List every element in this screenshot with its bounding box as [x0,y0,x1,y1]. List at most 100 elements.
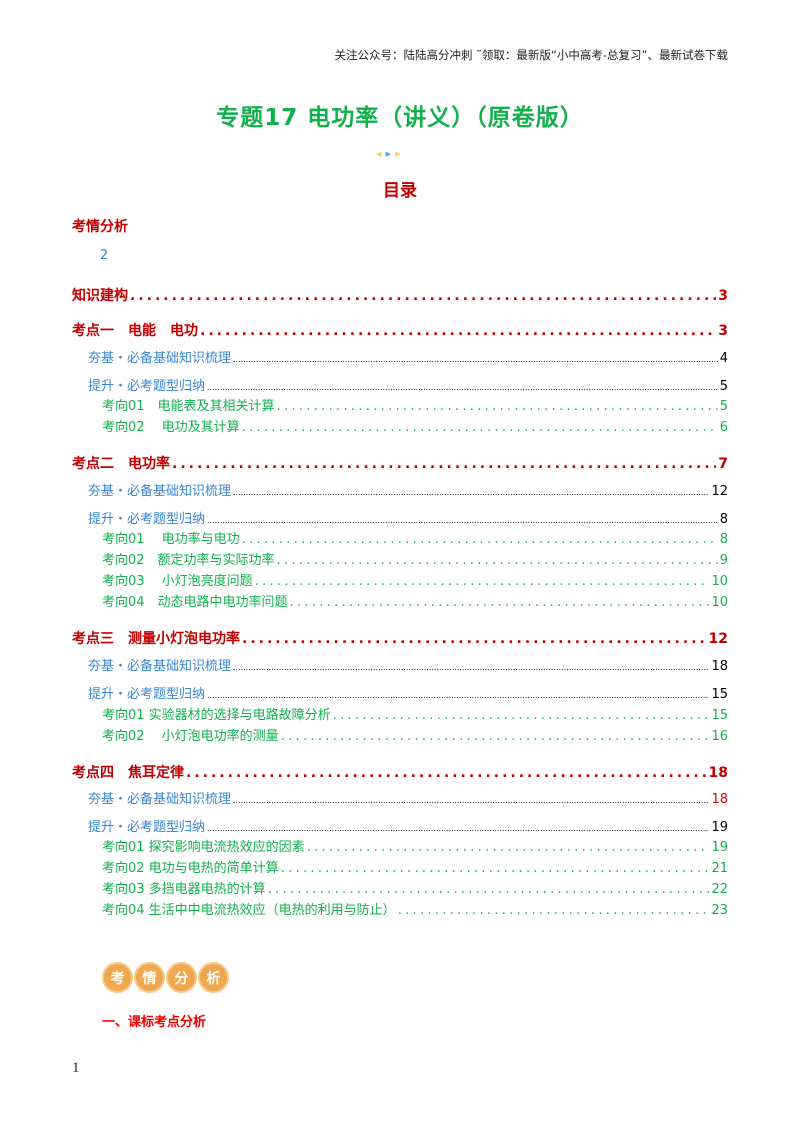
toc-page: 18 [711,792,728,807]
toc-page: 22 [711,882,728,897]
toc-page: 21 [711,861,728,876]
toc-item[interactable]: 考向01 电能表及其相关计算 5 [102,395,728,414]
toc-basics-k4[interactable]: 夯基・必备基础知识梳理 18 [88,788,728,807]
toc-label: 考点一 电能 电功 [72,323,198,339]
page-number: 1 [72,1060,80,1076]
toc-item[interactable]: 考向02 额定功率与实际功率 9 [102,549,728,568]
toc-item[interactable]: 考向04 动态电路中电功率问题 10 [102,591,728,610]
toc-leader [290,595,710,610]
toc-label: 考点四 焦耳定律 [72,765,184,781]
toc-item[interactable]: 考向01 实验器材的选择与电路故障分析 15 [102,704,728,723]
badge-char: 考 [102,962,133,993]
toc-leader [242,420,718,435]
toc-leader [242,532,718,547]
toc-label: 知识建构 [72,288,128,304]
toc-leader [200,323,716,339]
toc-label: 考点三 测量小灯泡电功率 [72,631,240,647]
toc-practice-k3[interactable]: 提升・必考题型归纳 15 [88,683,728,702]
toc-leader [281,729,710,744]
toc-leader [207,516,718,525]
toc-page: 3 [718,288,728,304]
toc-leader [233,796,709,805]
toc-label: 考点二 电功率 [72,456,170,472]
section-heading: 一、课标考点分析 [102,1015,207,1030]
toc-leader [277,399,718,414]
toc-topic-k1[interactable]: 考点一 电能 电功 3 [72,320,728,340]
toc-label: 夯基・必备基础知识梳理 [88,351,232,366]
toc-page: 9 [719,553,728,568]
toc-practice-k2[interactable]: 提升・必考题型归纳 8 [88,508,728,527]
toc-label: 提升・必考题型归纳 [88,379,206,394]
toc-leader [233,488,709,497]
toc-knowledge[interactable]: 知识建构 3 [72,285,728,305]
toc-item[interactable]: 考向04 生活中中电流热效应（电热的利用与防止） 23 [102,899,728,918]
toc-label: 考向02 小灯泡电功率的测量 [102,729,279,744]
toc-label: 考向01 电能表及其相关计算 [102,399,275,414]
toc-page: 19 [711,820,728,835]
toc-page: 12 [708,631,728,647]
toc-label: 考向01 实验器材的选择与电路故障分析 [102,708,331,723]
toc-page: 18 [711,659,728,674]
toc-leader [255,574,710,589]
toc-label: 考向01 电功率与电功 [102,532,240,547]
toc-label: 考向04 动态电路中电功率问题 [102,595,288,610]
toc-basics-k1[interactable]: 夯基・必备基础知识梳理 4 [88,347,728,366]
toc-label: 夯基・必备基础知识梳理 [88,792,232,807]
toc-label: 考向02 电功与电热的简单计算 [102,861,279,876]
arrow-decoration-icon: ◀ ▶ ▶ [376,150,402,158]
toc-label: 考向02 额定功率与实际功率 [102,553,275,568]
toc-label: 考向01 探究影响电流热效应的因素 [102,840,305,855]
analysis-badge: 考 情 分 析 [102,962,229,993]
toc-label: 提升・必考题型归纳 [88,820,206,835]
toc-page: 7 [718,456,728,472]
toc-page: 12 [711,484,728,499]
toc-page: 18 [708,765,728,781]
toc-page: 6 [719,420,728,435]
toc-practice-k4[interactable]: 提升・必考题型归纳 19 [88,816,728,835]
toc-leader [233,355,718,364]
toc-topic-k2[interactable]: 考点二 电功率 7 [72,453,728,473]
toc-page: 15 [711,687,728,702]
toc-leader [268,882,710,897]
toc-topic-k4[interactable]: 考点四 焦耳定律 18 [72,762,728,782]
toc-practice-k1[interactable]: 提升・必考题型归纳 5 [88,375,728,394]
toc-leader [186,765,707,781]
toc-leader [281,861,710,876]
toc-page: 19 [711,840,728,855]
toc-page: 8 [719,532,728,547]
toc-item[interactable]: 考向01 探究影响电流热效应的因素 19 [102,836,728,855]
toc-item[interactable]: 考向03 多挡电器电热的计算 22 [102,878,728,897]
toc-page: 16 [711,729,728,744]
toc-label: 考向03 多挡电器电热的计算 [102,882,266,897]
toc-page: 5 [719,379,728,394]
toc-item[interactable]: 考向02 电功及其计算 6 [102,416,728,435]
toc-page: 23 [711,903,728,918]
toc-analysis[interactable]: 考情分析 [72,219,128,235]
header-note: 关注公众号：陆陆高分冲刺 ˜领取：最新版“小中高考-总复习”、最新试卷下载 [334,48,728,62]
toc-title: 目录 [383,181,417,201]
toc-topic-k3[interactable]: 考点三 测量小灯泡电功率 12 [72,628,728,648]
toc-item[interactable]: 考向02 小灯泡电功率的测量 16 [102,725,728,744]
badge-char: 析 [198,962,229,993]
toc-item[interactable]: 考向02 电功与电热的简单计算 21 [102,857,728,876]
toc-basics-k2[interactable]: 夯基・必备基础知识梳理 12 [88,480,728,499]
toc-leader [130,288,716,304]
toc-item[interactable]: 考向01 电功率与电功 8 [102,528,728,547]
badge-char: 情 [134,962,165,993]
document-title: 专题17 电功率（讲义）（原卷版） [216,105,584,131]
toc-page: 15 [711,708,728,723]
toc-leader [398,903,710,918]
toc-leader [333,708,710,723]
toc-analysis-page[interactable]: 2 [100,248,109,263]
toc-page: 8 [719,512,728,527]
toc-leader [307,840,710,855]
toc-label: 考向03 小灯泡亮度问题 [102,574,253,589]
toc-label: 夯基・必备基础知识梳理 [88,659,232,674]
toc-item[interactable]: 考向03 小灯泡亮度问题 10 [102,570,728,589]
toc-leader [172,456,716,472]
toc-leader [242,631,707,647]
toc-page: 3 [718,323,728,339]
toc-page: 10 [711,595,728,610]
toc-basics-k3[interactable]: 夯基・必备基础知识梳理 18 [88,655,728,674]
